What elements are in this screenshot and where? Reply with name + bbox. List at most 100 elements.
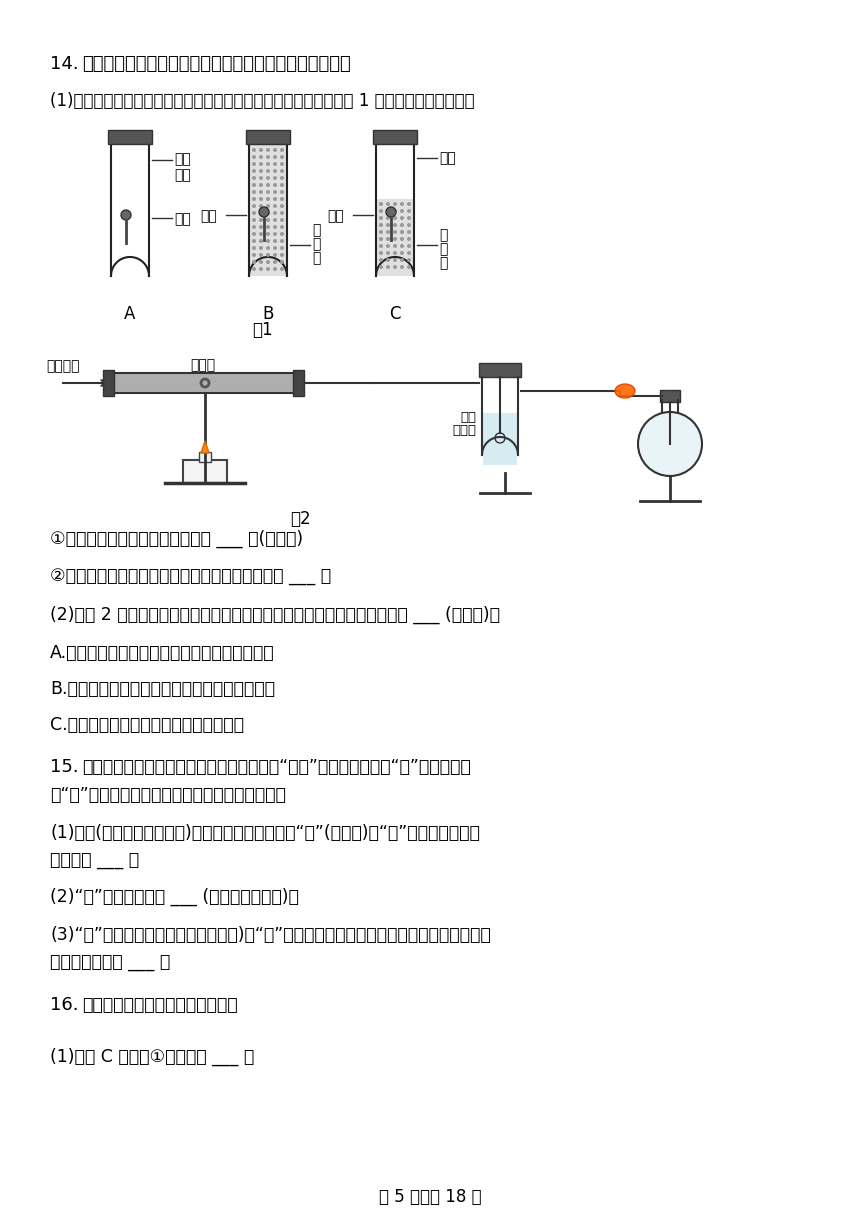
Circle shape [266,246,270,250]
Circle shape [266,197,270,201]
Circle shape [393,244,397,248]
Circle shape [386,258,390,261]
Circle shape [379,216,383,220]
Bar [373,130,417,143]
Circle shape [273,260,277,264]
Text: 鐵钉: 鐵钉 [174,212,191,226]
Circle shape [407,230,411,233]
Circle shape [266,268,270,271]
Circle shape [252,204,256,208]
Text: 图2: 图2 [290,510,310,528]
Circle shape [252,141,256,145]
Circle shape [400,244,404,248]
Circle shape [266,169,270,173]
Circle shape [280,182,284,187]
Text: 空气: 空气 [174,168,191,182]
Circle shape [407,209,411,213]
Text: 质类别是 ___ 。: 质类别是 ___ 。 [50,852,139,869]
Circle shape [259,218,263,223]
Text: 第 5 页，共 18 页: 第 5 页，共 18 页 [378,1188,482,1206]
Circle shape [259,204,263,208]
Text: 鐵钉: 鐵钉 [200,209,217,223]
Circle shape [259,197,263,201]
Bar [250,131,286,276]
Text: C.练出的鐵与工业练鐵得到的鐵成分不同: C.练出的鐵与工业练鐵得到的鐵成分不同 [50,716,244,734]
Circle shape [400,202,404,206]
Text: (2)“履”与水的反应是 ___ (填基本反应类型)。: (2)“履”与水的反应是 ___ (填基本反应类型)。 [50,888,299,906]
Circle shape [280,268,284,271]
Circle shape [379,209,383,213]
Circle shape [393,216,397,220]
Bar [246,130,290,143]
Text: 干燥: 干燥 [174,152,191,167]
Text: 铁是世界生产量最大的金属，也是应用最为广泛的金属。: 铁是世界生产量最大的金属，也是应用最为广泛的金属。 [82,55,351,73]
Bar [479,364,521,377]
Circle shape [379,202,383,206]
Circle shape [280,197,284,201]
Text: 14.: 14. [50,55,78,73]
Circle shape [273,148,277,152]
Circle shape [273,154,277,159]
Circle shape [259,176,263,180]
Circle shape [280,240,284,243]
Circle shape [259,162,263,167]
Text: 一氧化碳: 一氧化碳 [46,359,79,373]
Circle shape [259,134,263,137]
Circle shape [393,258,397,261]
Circle shape [252,212,256,215]
Circle shape [386,216,390,220]
Text: 石灰水: 石灰水 [452,424,476,437]
Circle shape [280,225,284,229]
Circle shape [273,182,277,187]
Text: 春秋末期齐国的工艺官书《考工记》中载有“湅帛”的方法，即利用“灰”（草木灰）: 春秋末期齐国的工艺官书《考工记》中载有“湅帛”的方法，即利用“灰”（草木灰） [82,758,470,776]
Text: 实验室部分仗器和装置如图所示。: 实验室部分仗器和装置如图所示。 [82,996,237,1014]
Text: A.先点酒精灯，再通一氧化碳，然后点酒精噴灯: A.先点酒精灯，再通一氧化碳，然后点酒精噴灯 [50,644,274,662]
Circle shape [266,253,270,257]
Circle shape [266,240,270,243]
Text: 蒸: 蒸 [312,223,321,237]
Text: 15.: 15. [50,758,78,776]
Circle shape [393,230,397,233]
Circle shape [273,190,277,195]
Text: (1)贝壳(主要成分是碳酸钙)在高温条件下分解得到“履”(贝壳灰)，“履”的主要成分的物: (1)贝壳(主要成分是碳酸钙)在高温条件下分解得到“履”(贝壳灰)，“履”的主要… [50,824,480,841]
Circle shape [266,176,270,180]
Circle shape [407,244,411,248]
Circle shape [386,237,390,241]
Circle shape [266,232,270,236]
Circle shape [386,209,390,213]
Text: 的化学方程式是 ___ 。: 的化学方程式是 ___ 。 [50,955,170,972]
Circle shape [266,204,270,208]
Circle shape [252,148,256,152]
Circle shape [280,190,284,195]
Circle shape [643,422,697,475]
Circle shape [400,223,404,227]
Circle shape [393,237,397,241]
Circle shape [638,412,702,475]
Circle shape [280,232,284,236]
Bar [293,370,304,396]
Circle shape [280,260,284,264]
Circle shape [393,209,397,213]
Circle shape [273,141,277,145]
Bar [483,413,517,465]
Circle shape [252,190,256,195]
Circle shape [266,212,270,215]
Circle shape [273,169,277,173]
Circle shape [273,204,277,208]
Circle shape [407,258,411,261]
Circle shape [407,237,411,241]
Circle shape [252,225,256,229]
Circle shape [252,218,256,223]
Circle shape [386,250,390,255]
Text: (1)某位同学家里鐵锅表面发现有棕红色物质出现，对此他设计如图 1 实验探究鐵生锈条件：: (1)某位同学家里鐵锅表面发现有棕红色物质出现，对此他设计如图 1 实验探究鐵生… [50,92,475,109]
Circle shape [259,169,263,173]
Bar [103,370,114,396]
Circle shape [400,250,404,255]
Circle shape [252,253,256,257]
Circle shape [259,148,263,152]
Bar [114,375,293,392]
Circle shape [273,162,277,167]
Bar [660,390,680,402]
Circle shape [400,265,404,269]
Circle shape [407,202,411,206]
